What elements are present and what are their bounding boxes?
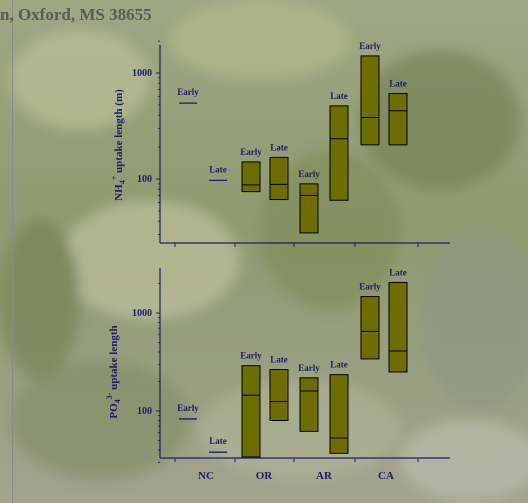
series-label: Early bbox=[177, 403, 199, 413]
series-label: Early bbox=[240, 351, 262, 361]
y-axis-label: PO43- uptake length bbox=[105, 325, 122, 418]
range-box bbox=[388, 281, 408, 373]
range-box bbox=[360, 296, 380, 360]
category-label: OR bbox=[256, 470, 274, 482]
y-tick-label: 100 bbox=[137, 174, 152, 185]
series-label: Late bbox=[389, 79, 407, 89]
range-box bbox=[329, 374, 349, 454]
range-box bbox=[241, 161, 261, 193]
range-box bbox=[388, 93, 408, 146]
series-label: Late bbox=[209, 164, 227, 174]
series-label: Late bbox=[330, 91, 348, 101]
y-tick-label: 1000 bbox=[132, 68, 152, 79]
series-label: Early bbox=[177, 87, 199, 97]
series-label: Late bbox=[270, 355, 288, 365]
category-label: CA bbox=[378, 470, 394, 482]
po4-uptake-chart: 100 1000 PO43- uptake length Early Late Early… bbox=[105, 267, 450, 482]
series-label: Early bbox=[359, 282, 381, 292]
left-border-line bbox=[12, 0, 13, 503]
series-label: Early bbox=[298, 363, 320, 373]
range-box bbox=[360, 55, 380, 146]
category-label: NC bbox=[198, 470, 214, 482]
series-label: Late bbox=[389, 267, 407, 277]
page-header: n, Oxford, MS 38655 bbox=[0, 5, 152, 24]
range-box bbox=[269, 156, 289, 201]
range-box bbox=[269, 369, 289, 421]
y-axis-label: NH4+ uptake length (m) bbox=[110, 89, 127, 201]
range-box bbox=[329, 105, 349, 201]
y-tick-label: 1000 bbox=[132, 308, 152, 319]
series-label: Late bbox=[270, 142, 288, 152]
series-label: Early bbox=[240, 147, 262, 157]
range-box bbox=[299, 183, 319, 234]
range-box bbox=[241, 365, 261, 458]
series-label: Late bbox=[209, 436, 227, 446]
series-label: Early bbox=[359, 41, 381, 51]
nh4-uptake-chart: 100 1000 NH4+ uptake length (m) Early Late Ea… bbox=[110, 40, 450, 247]
series-label: Early bbox=[298, 169, 320, 179]
series-label: Late bbox=[330, 360, 348, 370]
category-label: AR bbox=[316, 470, 333, 482]
y-tick-label: 100 bbox=[137, 406, 152, 417]
range-box bbox=[299, 377, 319, 432]
